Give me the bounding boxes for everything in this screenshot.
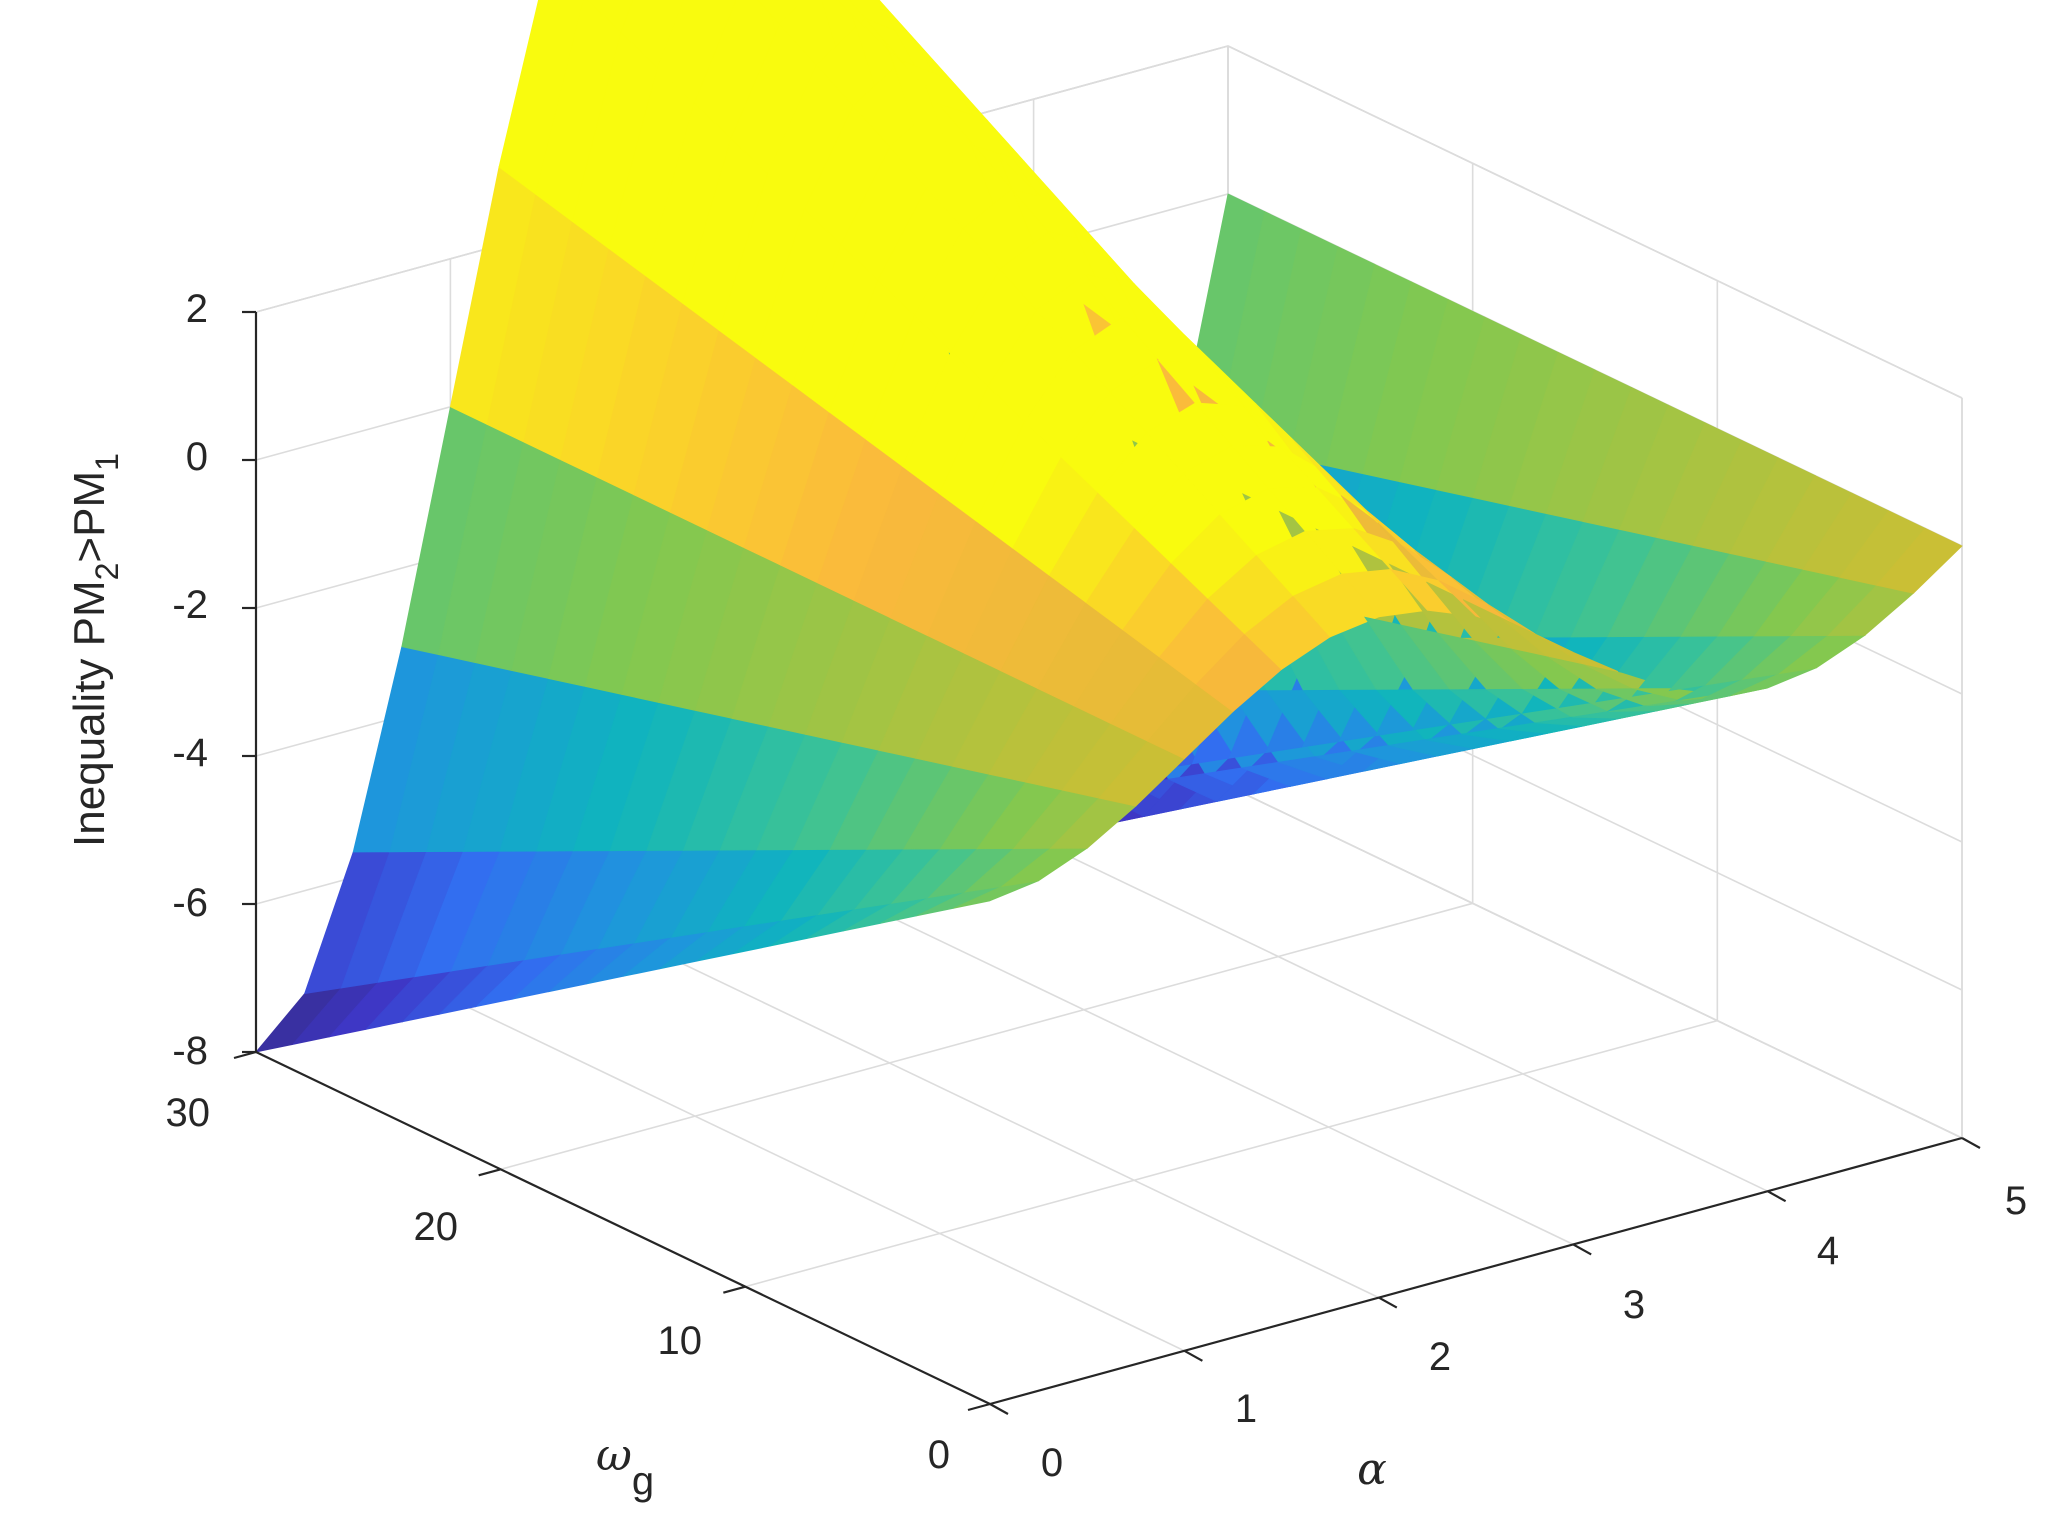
omega-axis-line [255,1051,991,1405]
omega-tick-label: 30 [166,1091,211,1135]
alpha-tick [1378,1296,1398,1309]
alpha-tick [1767,1190,1787,1203]
z-axis-label: Inequality PM2>PM1 [65,453,125,847]
omega-tick [723,1285,746,1294]
z-tick-label: -2 [172,583,208,627]
alpha-tick-label: 2 [1429,1335,1451,1379]
surface-plot [254,0,1963,1053]
omega-axis-label: ωg [596,1430,654,1503]
alpha-tick-label: 1 [1235,1387,1257,1431]
z-tick-label: -4 [172,731,208,775]
omega-tick [478,1168,501,1177]
z-tick-label: 0 [186,435,208,479]
alpha-tick [1183,1349,1203,1362]
omega-label-main: ω [596,1430,632,1481]
omega-tick-label: 10 [658,1319,703,1363]
alpha-tick-label: 5 [2005,1179,2027,1223]
z-label-mid: >PM [65,471,114,563]
alpha-tick [989,1403,1009,1415]
z-label-sub2: 1 [89,453,125,471]
alpha-axis-ticks: 0 1 2 3 4 5 [1041,1179,2027,1485]
alpha-tick-label: 0 [1041,1441,1063,1485]
omega-tick-label: 20 [414,1205,459,1249]
surface-patch [757,0,805,25]
alpha-tick-label: 4 [1817,1229,1839,1273]
omega-tick-label: 0 [928,1433,950,1477]
z-label-sub1: 2 [89,563,125,581]
omega-axis-ticks: 30 20 10 0 [166,1091,951,1477]
omega-tick [967,1402,991,1412]
axis-lines [233,310,1981,1415]
surface-patch [1875,527,1963,594]
omega-tick [233,1050,257,1060]
omega-label-sub: g [632,1459,654,1503]
alpha-tick [1572,1243,1592,1256]
alpha-axis-label: α [1357,1444,1387,1495]
z-tick-label: 2 [186,287,208,331]
surface-patch [586,0,634,34]
z-tick-label: -6 [172,881,208,925]
z-axis-ticks: 2 0 -2 -4 -6 -8 [172,287,208,1073]
z-tick-label: -8 [172,1029,208,1073]
alpha-tick [1961,1137,1981,1149]
alpha-tick-label: 3 [1623,1283,1645,1327]
alpha-axis-line [989,1136,1963,1406]
z-label-main: Inequality PM [65,580,114,847]
surface-patch [620,0,685,69]
